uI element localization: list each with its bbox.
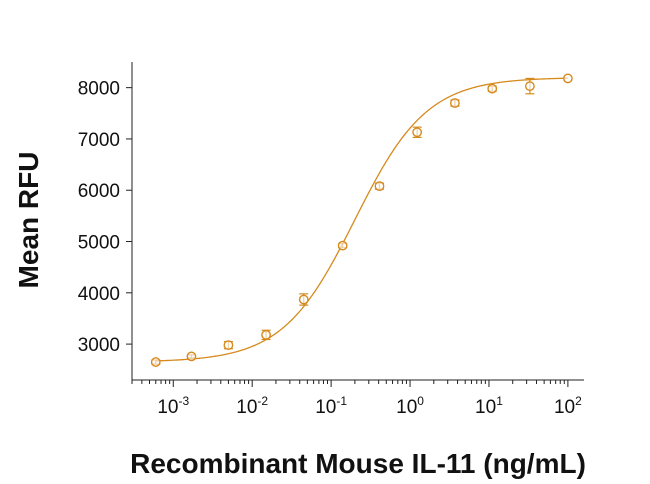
- y-tick-label: 6000: [78, 181, 120, 202]
- y-tick-label: 3000: [78, 335, 120, 356]
- data-point: [374, 181, 385, 192]
- data-point: [562, 73, 573, 84]
- data-point: [261, 329, 271, 341]
- data-point: [524, 77, 535, 95]
- axes: [131, 62, 584, 381]
- x-tick-label: 101: [475, 394, 503, 418]
- y-axis-title: Mean RFU: [13, 152, 44, 289]
- data-point-marker: [298, 294, 309, 305]
- data-point: [298, 293, 309, 306]
- x-minor-ticks: [131, 380, 565, 384]
- x-tick-label: 10-1: [315, 394, 347, 418]
- data-point-marker: [337, 240, 348, 251]
- y-tick-label: 7000: [78, 130, 120, 151]
- data-point: [186, 351, 197, 362]
- fit-curve-line: [155, 77, 568, 362]
- y-tick-label: 5000: [78, 233, 120, 254]
- data-point-marker: [223, 340, 234, 351]
- x-tick-label: 100: [396, 394, 424, 418]
- data-points: [150, 73, 573, 367]
- data-point-marker: [150, 357, 161, 367]
- data-point-marker: [374, 181, 385, 192]
- y-tick-label: 4000: [78, 284, 120, 305]
- data-point: [487, 83, 498, 94]
- data-point-marker: [449, 98, 460, 108]
- x-axis-title: Recombinant Mouse IL-11 (ng/mL): [130, 448, 586, 479]
- data-point: [337, 240, 348, 251]
- data-point: [412, 126, 423, 138]
- data-point-marker: [261, 329, 271, 340]
- x-tick-label: 10-2: [236, 394, 268, 418]
- y-tick-label: 8000: [78, 79, 120, 100]
- data-point-marker: [412, 127, 423, 138]
- x-tick-label: 10-3: [157, 394, 189, 418]
- data-point: [223, 340, 234, 351]
- data-point-marker: [562, 73, 573, 84]
- x-tick-label: 102: [554, 394, 582, 418]
- data-point: [150, 357, 161, 367]
- data-point-marker: [487, 83, 498, 94]
- data-point-marker: [524, 81, 535, 92]
- x-ticks: 10-3 10-2 10-1 100 101 102: [157, 380, 582, 418]
- data-point-marker: [186, 351, 197, 362]
- data-point: [449, 98, 460, 108]
- y-ticks: 3000 4000 5000 6000 7000 8000: [78, 79, 132, 356]
